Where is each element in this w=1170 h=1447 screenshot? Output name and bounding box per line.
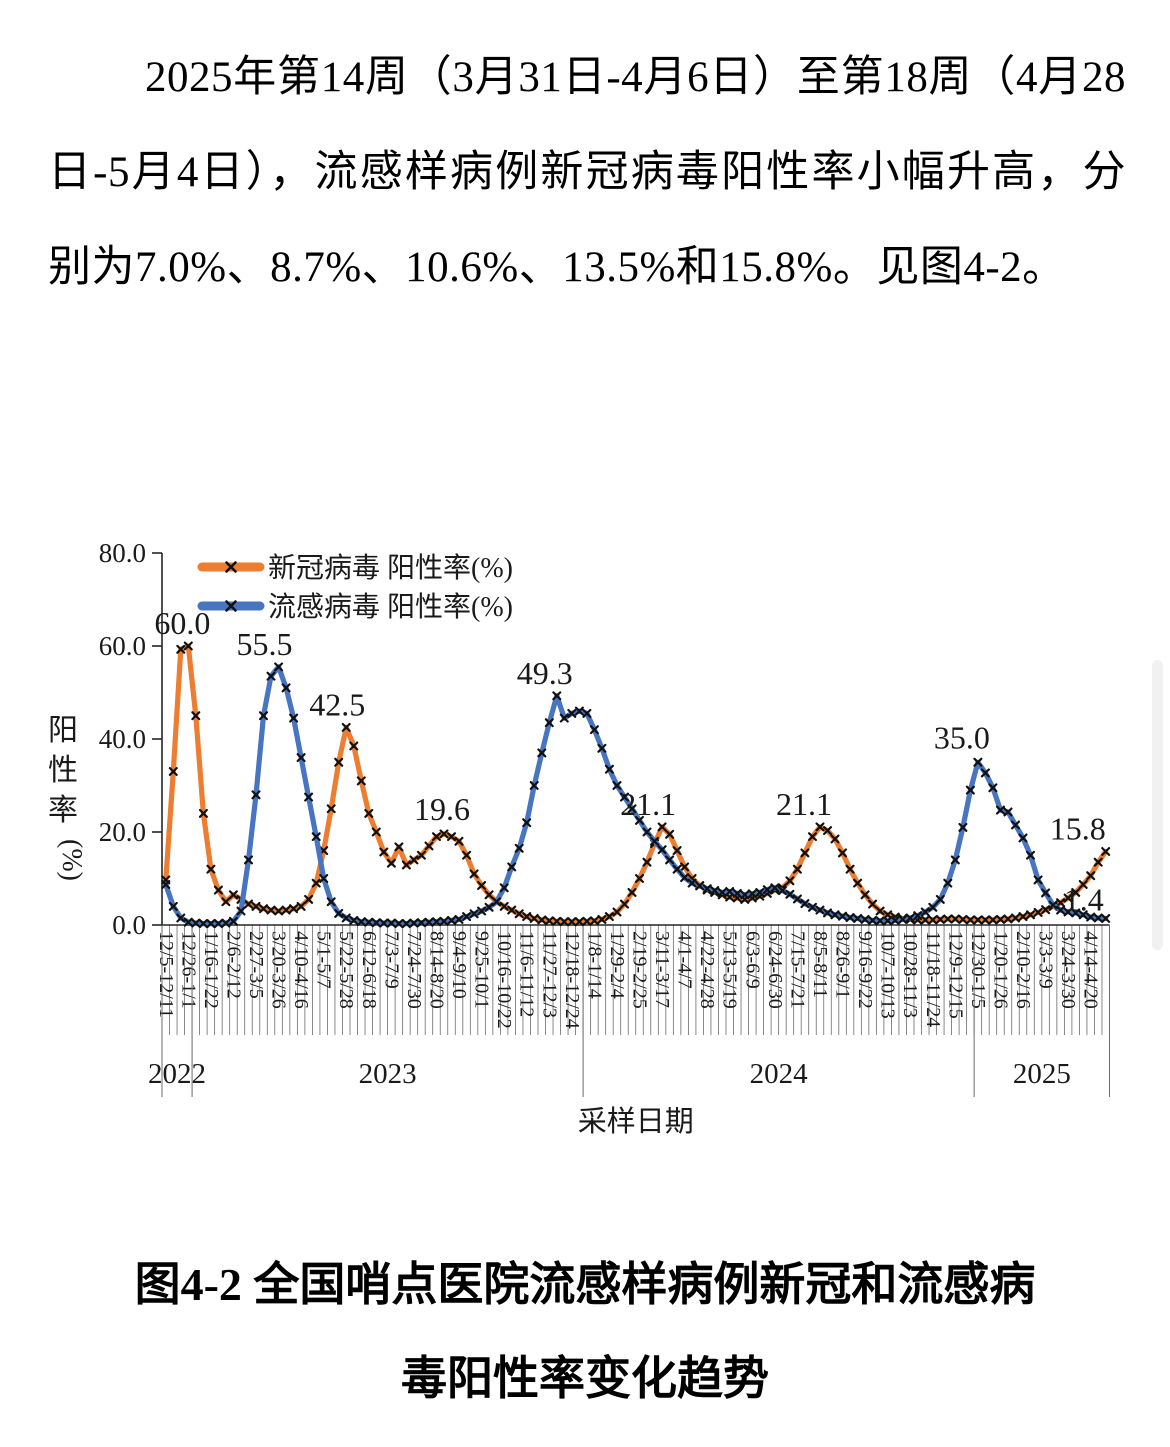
annotations: 60.0 55.5 42.5 19.6 49.3 21.1 21.1 35.0 15.8 1.4 (154, 605, 1105, 917)
svg-text:15.8: 15.8 (1050, 811, 1106, 847)
svg-text:3/24-3/30: 3/24-3/30 (1057, 931, 1079, 1009)
legend-x-marker (225, 561, 237, 573)
svg-text:7/24-7/30: 7/24-7/30 (403, 931, 425, 1009)
legend: 新冠病毒 阳性率(%) 流感病毒 阳性率(%) (197, 552, 513, 623)
svg-text:12/5-12/11: 12/5-12/11 (155, 931, 177, 1018)
figure-caption: 图4-2 全国哨点医院流感样病例新冠和流感病毒阳性率变化趋势 (134, 1259, 1036, 1404)
svg-text:5/13-5/19: 5/13-5/19 (719, 931, 741, 1009)
svg-text:0.0: 0.0 (112, 910, 146, 940)
x-markers (161, 662, 1111, 929)
svg-text:1/20-1/26: 1/20-1/26 (989, 931, 1011, 1009)
svg-text:2025: 2025 (1013, 1058, 1071, 1090)
svg-text:8/26-9/1: 8/26-9/1 (832, 931, 854, 999)
svg-text:10/16-10/22: 10/16-10/22 (493, 931, 515, 1029)
svg-text:2/10-2/16: 2/10-2/16 (1012, 931, 1034, 1009)
svg-text:8/5-8/11: 8/5-8/11 (809, 931, 831, 998)
svg-text:1/16-1/22: 1/16-1/22 (200, 931, 222, 1009)
x-axis-title: 采样日期 (578, 1105, 694, 1138)
svg-text:2/6-2/12: 2/6-2/12 (222, 931, 244, 999)
svg-text:11/27-12/3: 11/27-12/3 (538, 931, 560, 1018)
svg-text:4/14-4/20: 4/14-4/20 (1080, 931, 1102, 1009)
svg-text:1/8-1/14: 1/8-1/14 (583, 931, 605, 999)
svg-text:2/27-3/5: 2/27-3/5 (245, 931, 267, 999)
svg-text:7/3-7/9: 7/3-7/9 (380, 931, 402, 989)
svg-text:6/12-6/18: 6/12-6/18 (358, 931, 380, 1009)
svg-text:2023: 2023 (359, 1058, 417, 1090)
flu-series (161, 662, 1111, 929)
svg-text:10/7-10/13: 10/7-10/13 (877, 931, 899, 1019)
svg-text:阳: 阳 (48, 714, 78, 747)
svg-text:55.5: 55.5 (237, 626, 293, 662)
svg-text:12/18-12/24: 12/18-12/24 (561, 931, 583, 1029)
svg-text:6/3-6/9: 6/3-6/9 (741, 931, 763, 989)
svg-text:9/25-10/1: 9/25-10/1 (471, 931, 493, 1009)
y-axis: 0.0 20.0 40.0 60.0 80.0 (99, 538, 162, 940)
svg-text:2022: 2022 (148, 1058, 206, 1090)
svg-text:1/29-2/4: 1/29-2/4 (606, 931, 628, 999)
svg-text:35.0: 35.0 (934, 719, 990, 755)
svg-text:19.6: 19.6 (414, 791, 470, 827)
legend-label-flu: 流感病毒 阳性率(%) (268, 591, 513, 623)
svg-text:40.0: 40.0 (99, 724, 146, 754)
svg-text:12/9-12/15: 12/9-12/15 (944, 931, 966, 1019)
svg-text:60.0: 60.0 (154, 605, 210, 641)
svg-text:3/11-3/17: 3/11-3/17 (651, 931, 673, 1008)
svg-text:3/3-3/9: 3/3-3/9 (1035, 931, 1057, 989)
svg-text:2/19-2/25: 2/19-2/25 (629, 931, 651, 1009)
svg-text:11/6-11/12: 11/6-11/12 (516, 931, 538, 1017)
legend-label-covid: 新冠病毒 阳性率(%) (268, 552, 513, 584)
svg-text:21.1: 21.1 (776, 786, 832, 822)
positivity-rate-line-chart: 12/5-12/11 12/26-1/1 1/16-1/22 2/6-2/12 2/27… (48, 538, 1111, 1138)
svg-text:7/15-7/21: 7/15-7/21 (786, 931, 808, 1009)
svg-text:9/4-9/10: 9/4-9/10 (448, 931, 470, 999)
svg-text:率: 率 (48, 794, 78, 827)
x-axis: 12/5-12/11 12/26-1/1 1/16-1/22 2/6-2/12 2/27… (155, 553, 1110, 1138)
svg-text:2024: 2024 (750, 1058, 809, 1090)
svg-text:4/22-4/28: 4/22-4/28 (696, 931, 718, 1009)
svg-text:3/20-3/26: 3/20-3/26 (268, 931, 290, 1009)
y-axis-title: 阳性率 (%) (48, 714, 87, 881)
year-axis: 2022 2023 2024 2025 (148, 925, 1110, 1097)
svg-text:11/18-11/24: 11/18-11/24 (922, 931, 944, 1027)
svg-text:1.4: 1.4 (1064, 881, 1104, 917)
svg-text:5/22-5/28: 5/22-5/28 (335, 931, 357, 1009)
svg-text:4/1-4/7: 4/1-4/7 (674, 931, 696, 989)
svg-text:5/1-5/7: 5/1-5/7 (313, 931, 335, 989)
svg-text:12/26-1/1: 12/26-1/1 (177, 931, 199, 1009)
figure-4-2: 12/5-12/11 12/26-1/1 1/16-1/22 2/6-2/12 2/27… (25, 535, 1155, 1150)
svg-text:(%): (%) (56, 839, 87, 881)
svg-text:9/16-9/22: 9/16-9/22 (854, 931, 876, 1009)
body-paragraph: 2025年第14周（3月31日-4月6日）至第18周（4月28日-5月4日），流… (48, 54, 1126, 291)
svg-text:4/10-4/16: 4/10-4/16 (290, 931, 312, 1009)
svg-text:49.3: 49.3 (517, 655, 573, 691)
svg-text:8/14-8/20: 8/14-8/20 (425, 931, 447, 1009)
svg-text:80.0: 80.0 (99, 538, 146, 568)
svg-text:10/28-11/3: 10/28-11/3 (899, 931, 921, 1018)
svg-text:性: 性 (48, 754, 78, 787)
svg-text:21.1: 21.1 (620, 786, 676, 822)
svg-text:6/24-6/30: 6/24-6/30 (764, 931, 786, 1009)
legend-x-marker (225, 600, 237, 612)
svg-text:60.0: 60.0 (99, 631, 146, 661)
scrollbar-thumb[interactable] (1152, 660, 1163, 950)
svg-text:20.0: 20.0 (99, 817, 146, 847)
svg-text:42.5: 42.5 (309, 686, 365, 722)
svg-text:12/30-1/5: 12/30-1/5 (967, 931, 989, 1009)
